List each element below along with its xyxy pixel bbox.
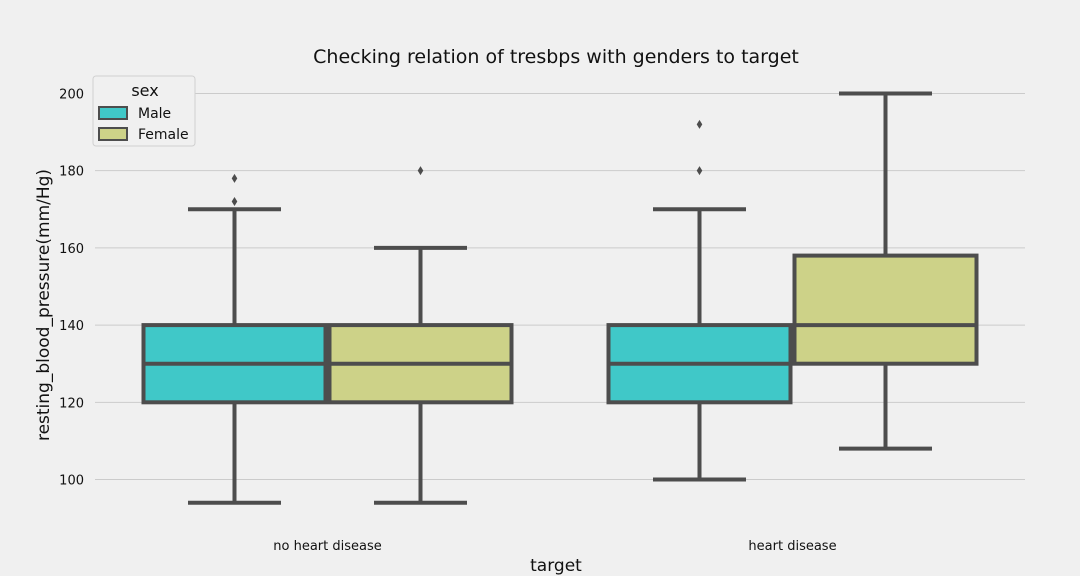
y-tick-label-200: 200: [59, 87, 84, 102]
legend-label-female: Female: [138, 127, 189, 143]
box-male-1: [606, 119, 793, 482]
box-female-0: [327, 166, 514, 505]
box-male-0: [141, 173, 328, 505]
tick-labels: 100 120 140 160 180 200 no heart disease heart …: [59, 87, 836, 554]
y-tick-label-180: 180: [59, 165, 84, 180]
legend-title: sex: [131, 81, 158, 100]
y-tick-label-140: 140: [59, 319, 84, 334]
x-axis-label: target: [530, 556, 582, 576]
x-tick-label-1: heart disease: [748, 539, 836, 554]
outlier-male-0-0: [231, 197, 238, 207]
legend-label-male: Male: [138, 106, 171, 122]
legend-swatch-male: [98, 106, 128, 120]
outlier-male-1-1: [696, 119, 703, 129]
y-tick-label-120: 120: [59, 396, 84, 411]
box-female-1: [792, 91, 979, 451]
x-tick-label-0: no heart disease: [273, 539, 381, 554]
chart-title: Checking relation of tresbps with gender…: [313, 46, 799, 68]
outlier-male-0-1: [231, 173, 238, 183]
y-tick-label-160: 160: [59, 242, 84, 257]
legend-swatch-female: [98, 127, 128, 141]
outlier-female-0-0: [417, 166, 424, 176]
outlier-male-1-0: [696, 166, 703, 176]
legend: sex Male Female: [92, 75, 196, 147]
y-tick-label-100: 100: [59, 474, 84, 489]
y-axis-label: resting_blood_pressure(mm/Hg): [34, 169, 54, 441]
boxes: [141, 91, 979, 505]
iqr-box-female-1: [792, 253, 979, 366]
